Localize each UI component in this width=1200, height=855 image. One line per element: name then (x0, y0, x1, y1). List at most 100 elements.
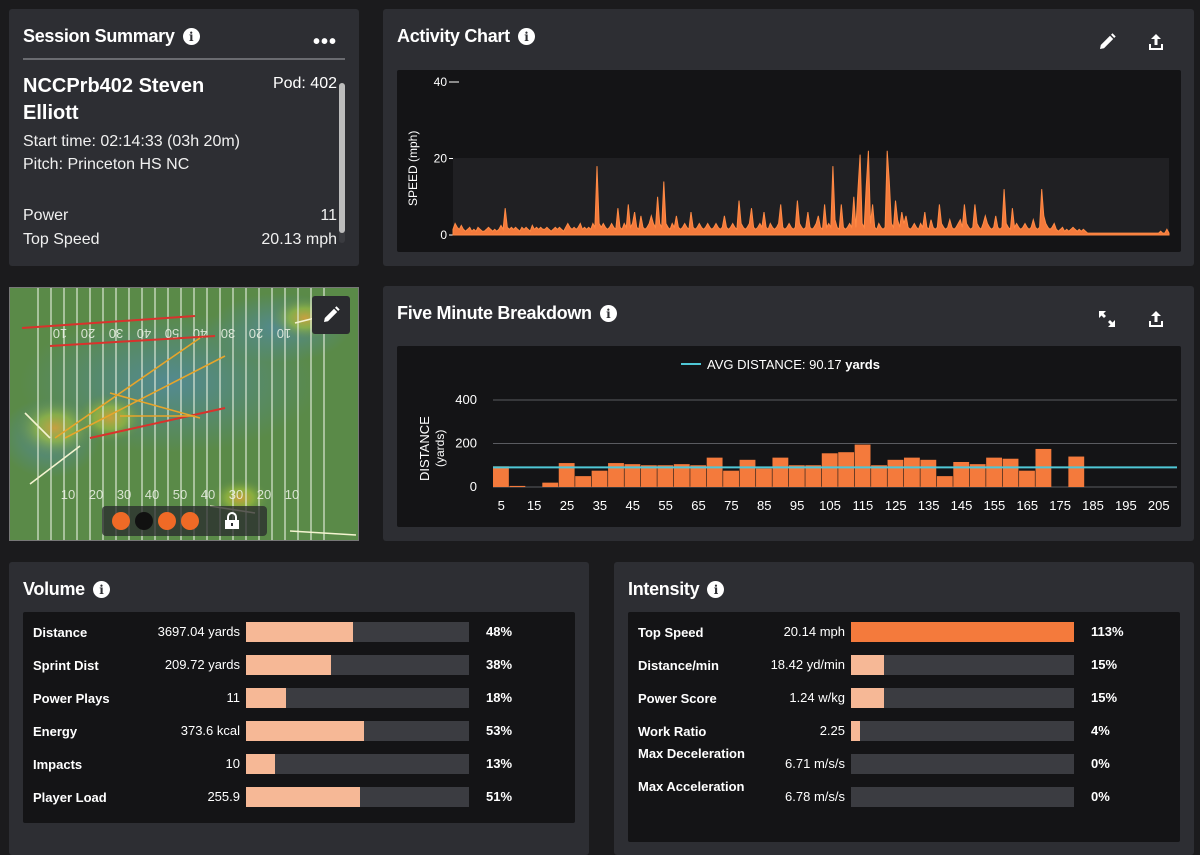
distance-bar[interactable] (903, 457, 920, 487)
metric-bar-track (851, 721, 1074, 741)
summary-scrollbar[interactable] (339, 83, 345, 243)
scrollbar-thumb[interactable] (339, 83, 345, 233)
activity-plot-band (453, 158, 1169, 235)
distance-bar[interactable] (986, 457, 1003, 487)
metric-label: Distance (33, 625, 88, 640)
distance-bar[interactable] (821, 453, 838, 487)
metric-bar-fill (851, 655, 885, 675)
distance-bar[interactable] (706, 457, 723, 487)
distance-bar[interactable] (608, 463, 624, 487)
stat-label-power: Power (23, 207, 69, 224)
distance-bar[interactable] (953, 461, 970, 487)
metric-bar-track (246, 688, 469, 708)
yard-number: 10 (277, 326, 291, 341)
pod-label: Pod: 402 (272, 75, 337, 92)
distance-bar[interactable] (920, 459, 937, 487)
orange-dot[interactable] (158, 512, 176, 530)
more-options-icon[interactable]: ••• (312, 31, 337, 53)
distance-bar[interactable] (624, 464, 641, 487)
yard-number: 30 (109, 326, 123, 341)
distance-bar[interactable] (657, 465, 674, 487)
yard-number: 10 (285, 487, 299, 502)
yard-number: 20 (81, 326, 95, 341)
metric-label: Max Acceleration (638, 779, 745, 794)
distance-bar[interactable] (509, 485, 526, 487)
breakdown-y-tick-label: 0 (470, 479, 477, 494)
distance-bar[interactable] (640, 465, 657, 487)
activity-chart-svg: SPEED (mph) 40 20 0 (406, 75, 1170, 242)
metric-percent: 38% (486, 657, 513, 672)
distance-bar[interactable] (1002, 458, 1019, 487)
breakdown-title: Five Minute Breakdown (397, 303, 592, 323)
black-dot[interactable] (135, 512, 153, 530)
breakdown-x-tick-label: 15 (527, 498, 541, 513)
distance-bar[interactable] (542, 482, 559, 487)
distance-bar[interactable] (575, 476, 592, 487)
metric-label: Power Score (638, 691, 717, 706)
metric-bar-track (851, 622, 1074, 642)
distance-bar[interactable] (838, 452, 855, 487)
orange-dot[interactable] (112, 512, 130, 530)
info-icon[interactable]: i (599, 305, 617, 322)
field-heatmap[interactable]: 10 20 30 40 50 40 30 20 10 10 20 30 40 50 40 30 20 10 (9, 287, 359, 541)
metric-bar-fill (851, 688, 885, 708)
metric-bar-fill (246, 754, 275, 774)
distance-bar[interactable] (871, 465, 887, 487)
metric-percent: 48% (486, 624, 513, 639)
path-line (109, 392, 201, 419)
distance-bar[interactable] (1019, 470, 1035, 487)
volume-table: Distance 3697.04 yards 48% Sprint Dist 209.7… (23, 612, 575, 823)
distance-bar[interactable] (772, 457, 789, 487)
breakdown-x-tick-label: 175 (1049, 498, 1071, 513)
yard-number: 20 (89, 487, 103, 502)
distance-bar[interactable] (739, 459, 756, 487)
edit-map-button[interactable] (312, 296, 350, 334)
expand-icon[interactable] (1094, 306, 1120, 332)
distance-bar[interactable] (723, 470, 739, 487)
breakdown-y-axis-label: DISTANCE (417, 416, 432, 481)
metric-value: 209.72 yards (164, 657, 240, 672)
orange-dot[interactable] (181, 512, 199, 530)
distance-bar[interactable] (690, 465, 707, 487)
distance-bar[interactable] (969, 464, 986, 487)
distance-bar[interactable] (788, 465, 805, 487)
breakdown-x-tick-label: 185 (1082, 498, 1104, 513)
lock-icon[interactable] (223, 512, 241, 530)
distance-bar[interactable] (805, 465, 822, 487)
info-icon[interactable]: i (707, 581, 725, 598)
stat-label-top-speed: Top Speed (23, 231, 100, 248)
distance-bar[interactable] (558, 463, 575, 487)
distance-bar[interactable] (756, 468, 772, 487)
metric-percent: 4% (1091, 723, 1110, 738)
breakdown-x-tick-label: 95 (790, 498, 804, 513)
distance-bar[interactable] (673, 464, 690, 487)
metric-bar-track (851, 688, 1074, 708)
metric-bar-track (246, 655, 469, 675)
export-upload-icon[interactable] (1143, 306, 1169, 332)
path-line (21, 315, 196, 329)
metric-label: Distance/min (638, 658, 719, 673)
info-icon[interactable]: i (92, 581, 110, 598)
metric-label: Power Plays (33, 691, 110, 706)
metric-bar-track (851, 754, 1074, 774)
metric-value: 11 (226, 690, 241, 705)
distance-bar[interactable] (1068, 456, 1085, 487)
breakdown-x-tick-label: 5 (498, 498, 505, 513)
metric-value: 1.24 w/kg (789, 690, 845, 705)
breakdown-x-tick-label: 25 (560, 498, 574, 513)
activity-chart-area: SPEED (mph) 40 20 0 (397, 70, 1181, 252)
distance-bar[interactable] (591, 470, 608, 487)
distance-bar[interactable] (493, 466, 509, 487)
metric-bar-fill (246, 688, 287, 708)
edit-pencil-icon[interactable] (1094, 29, 1120, 55)
info-icon[interactable]: i (517, 28, 535, 45)
metric-percent: 51% (486, 789, 513, 804)
metric-bar-fill (246, 721, 365, 741)
export-upload-icon[interactable] (1143, 29, 1169, 55)
path-line (24, 412, 51, 439)
info-icon[interactable]: i (182, 28, 200, 45)
distance-bar[interactable] (854, 444, 871, 487)
distance-bar[interactable] (936, 476, 953, 487)
metric-bar-track (246, 622, 469, 642)
distance-bar[interactable] (887, 459, 904, 487)
